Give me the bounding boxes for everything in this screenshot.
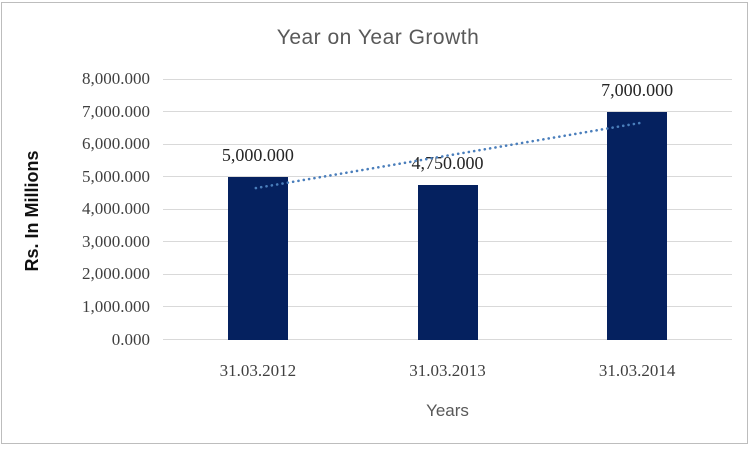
bar-data-label: 7,000.000 (601, 79, 674, 100)
y-tick-label: 7,000.000 (82, 101, 150, 121)
y-tick-label: 5,000.000 (82, 166, 150, 186)
y-tick-label: 4,000.000 (82, 199, 150, 219)
y-tick-label: 6,000.000 (82, 134, 150, 154)
x-category-label: 31.03.2012 (219, 361, 297, 380)
bar (417, 184, 478, 340)
gridline (163, 78, 732, 80)
bar-data-label: 5,000.000 (221, 144, 294, 165)
gridline (163, 111, 732, 113)
x-category-label: 31.03.2014 (598, 361, 676, 380)
y-tick-label: 0.000 (111, 329, 150, 349)
y-tick-label: 2,000.000 (82, 264, 150, 284)
y-tick-label: 1,000.000 (82, 296, 150, 316)
x-axis-title: Years (426, 401, 469, 420)
x-category-label: 31.03.2013 (409, 361, 486, 380)
chart-title: Year on Year Growth (276, 26, 480, 49)
gridline (163, 339, 732, 340)
bar (227, 176, 288, 340)
bar-data-label: 4,750.000 (411, 152, 484, 173)
y-tick-label: 8,000.000 (82, 69, 150, 88)
bar (607, 111, 668, 340)
y-tick-label: 3,000.000 (82, 231, 150, 251)
y-axis-title: Rs. In Millions (22, 150, 42, 272)
